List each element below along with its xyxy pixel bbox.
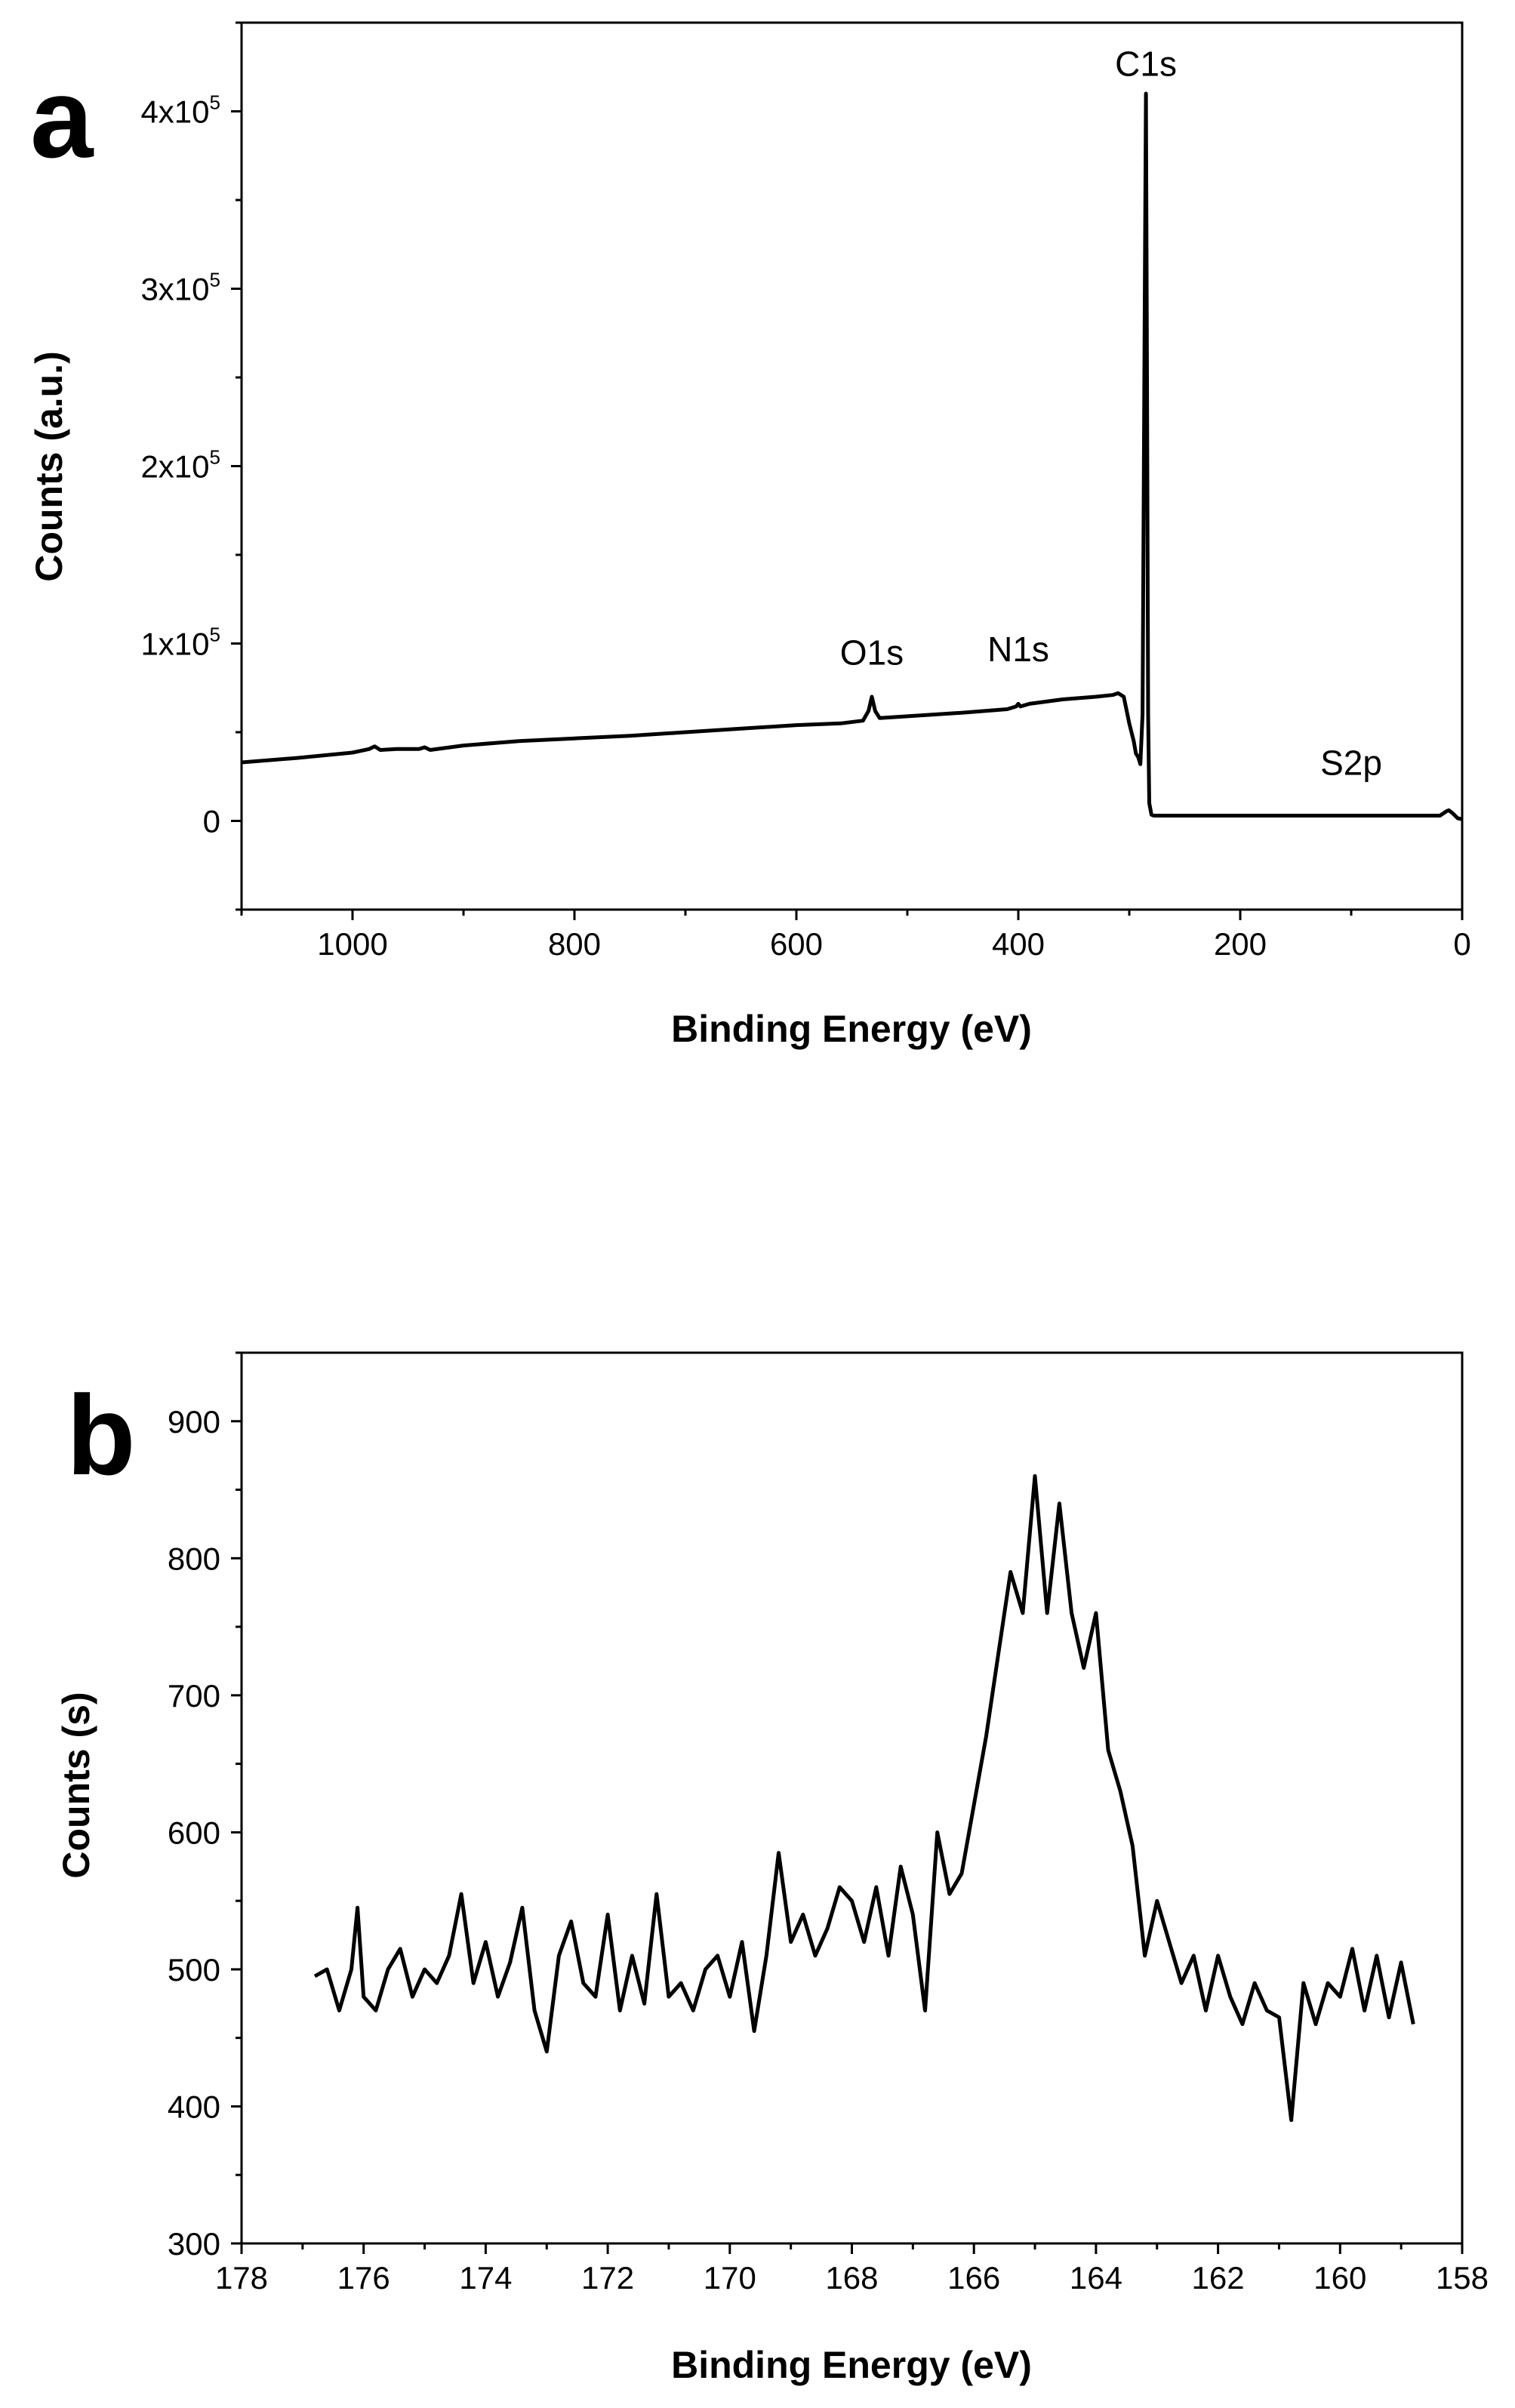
x-tick-label-b-174: 174 [459,2260,512,2296]
y-tick-label-b-900: 900 [168,1404,220,1440]
x-tick-label-a-400: 400 [992,926,1045,962]
x-tick-label-a-800: 800 [548,926,601,962]
y-tick-label-a-300000: 3x105 [140,269,220,307]
series-line-survey [241,91,1463,821]
y-tick-labels-b: 300 400 500 600 700 800 900 [168,1404,220,2262]
x-tick-label-b-166: 166 [947,2260,1000,2296]
x-tick-label-b-164: 164 [1070,2260,1122,2296]
y-tick-label-a-200000: 2x105 [140,446,220,485]
y-tick-label-b-500: 500 [168,1952,220,1988]
peak-label-c1s: C1s [1115,45,1177,84]
panel-a: a 1000 800 600 400 200 0 0 1x105 2x105 3x105 4x10… [28,21,1471,1050]
plot-frame-b [240,1351,1464,2245]
plot-frame-a [240,21,1464,911]
peak-label-o1s: O1s [840,633,904,673]
x-tick-labels-a: 1000 800 600 400 200 0 [317,926,1470,962]
x-tick-label-a-600: 600 [770,926,823,962]
y-tick-label-b-400: 400 [168,2089,220,2124]
panel-letter-a: a [30,54,94,181]
y-tick-label-b-700: 700 [168,1678,220,1714]
x-tick-label-b-176: 176 [337,2260,390,2296]
y-tick-label-b-300: 300 [168,2226,220,2262]
panel-b: b 178 176 174 172 170 168 166 164 162 160 158 300 4… [55,1351,1489,2386]
y-tick-label-a-0: 0 [203,804,220,839]
y-tick-labels-a: 0 1x105 2x105 3x105 4x105 [140,91,220,839]
x-tick-label-b-168: 168 [825,2260,878,2296]
x-tick-label-b-170: 170 [704,2260,756,2296]
x-tick-label-a-0: 0 [1453,926,1470,962]
x-axis-title-a: Binding Energy (eV) [671,1008,1032,1050]
y-tick-label-b-600: 600 [168,1815,220,1850]
axis-ticks-b [231,1351,1464,2254]
y-tick-label-b-800: 800 [168,1541,220,1576]
axis-ticks-a [231,21,1464,920]
series-line-S2p [313,1473,1415,2123]
x-tick-label-b-160: 160 [1313,2260,1366,2296]
x-tick-label-a-200: 200 [1214,926,1267,962]
x-tick-label-a-1000: 1000 [317,926,387,962]
x-tick-label-b-172: 172 [581,2260,634,2296]
y-tick-label-a-100000: 1x105 [140,624,220,662]
x-tick-label-b-162: 162 [1192,2260,1245,2296]
peak-annotations-a: O1s N1s C1s S2p [840,45,1382,783]
peak-label-n1s: N1s [987,630,1049,669]
panel-letter-b: b [66,1372,136,1498]
x-axis-title-b: Binding Energy (eV) [671,2344,1032,2386]
y-tick-label-a-400000: 4x105 [140,91,220,130]
y-axis-title-b: Counts (s) [55,1692,97,1878]
peak-label-s2p: S2p [1320,743,1382,782]
y-axis-title-a: Counts (a.u.) [28,351,70,582]
x-tick-label-b-178: 178 [215,2260,268,2296]
x-tick-labels-b: 178 176 174 172 170 168 166 164 162 160 158 [215,2260,1489,2296]
x-tick-label-b-158: 158 [1436,2260,1489,2296]
